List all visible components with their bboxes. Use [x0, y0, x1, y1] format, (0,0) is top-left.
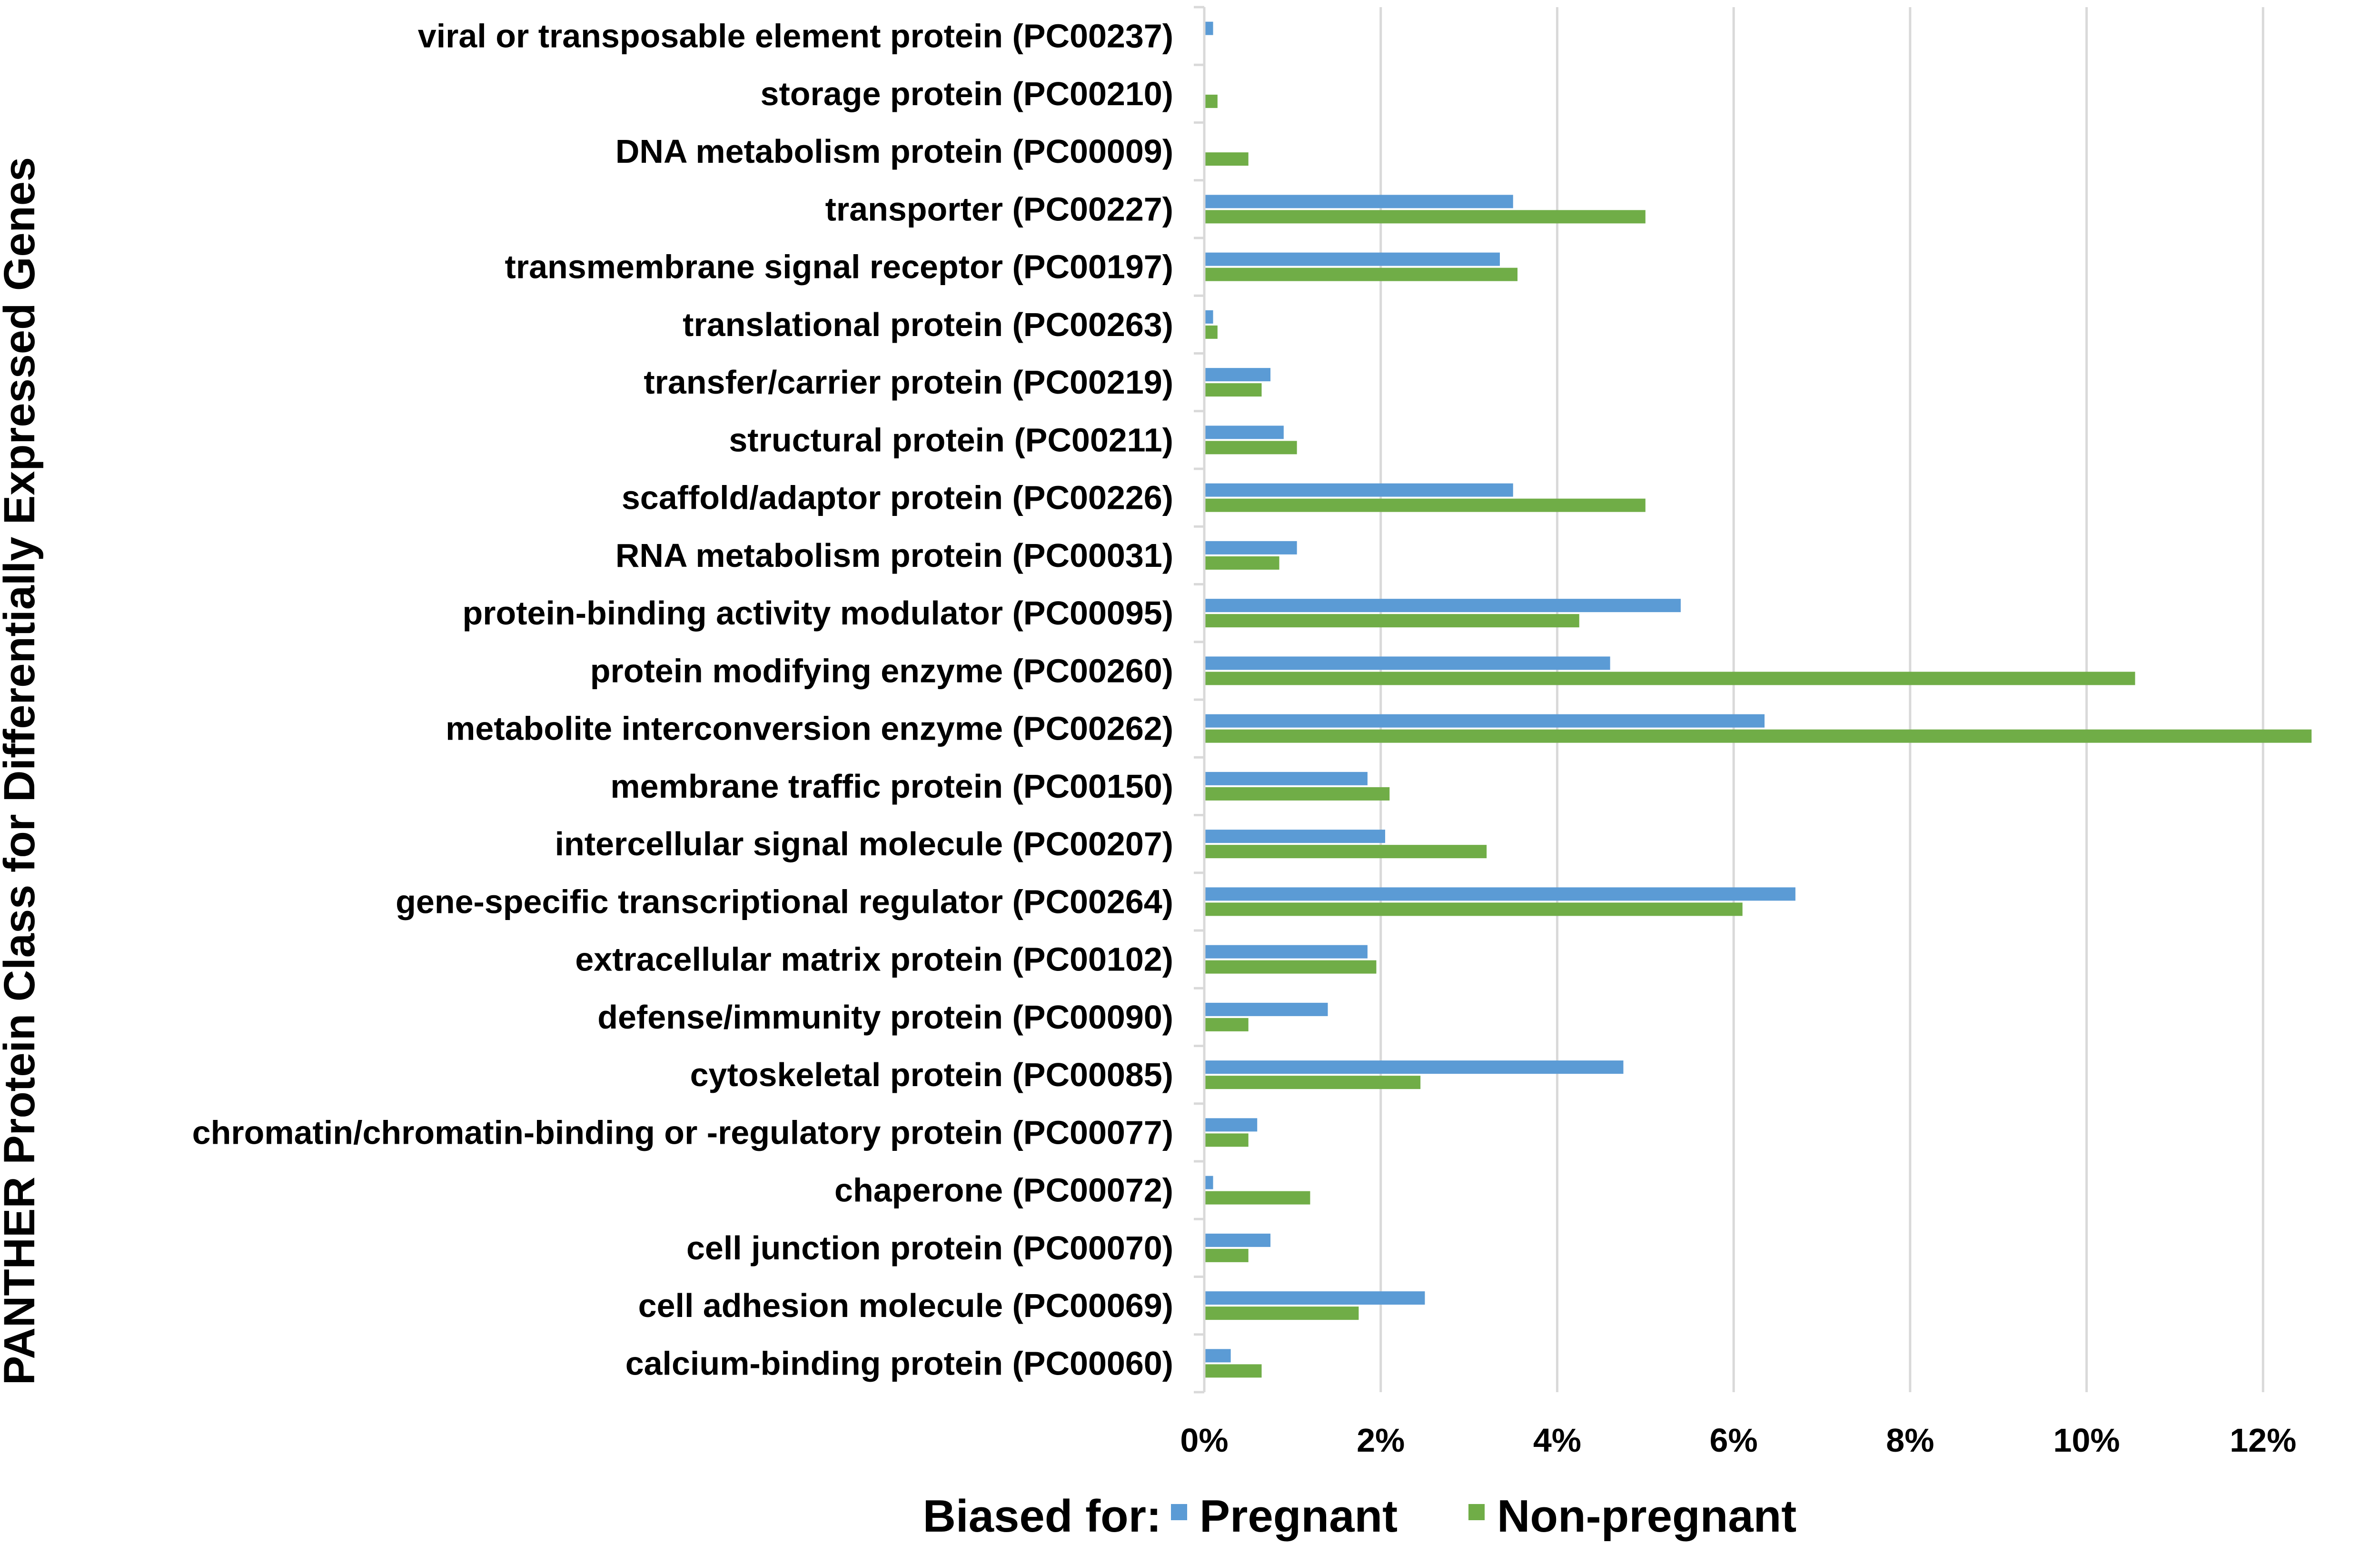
bar-non-pregnant-chromatin-chromatin-binding-or-regulatory-protein-pc00077: [1204, 1133, 1249, 1147]
category-label: transporter (PC00227): [825, 190, 1173, 228]
legend: Biased for: Pregnant Non-pregnant: [923, 1491, 1797, 1542]
category-label: DNA metabolism protein (PC00009): [615, 133, 1173, 170]
bar-non-pregnant-scaffold-adaptor-protein-pc00226: [1204, 498, 1646, 512]
category-label: structural protein (PC00211): [729, 421, 1173, 458]
bar-pregnant-transfer-carrier-protein-pc00219: [1204, 368, 1271, 382]
x-tick-label: 0%: [1180, 1422, 1228, 1459]
bar-pregnant-structural-protein-pc00211: [1204, 426, 1284, 439]
bar-non-pregnant-cell-adhesion-molecule-pc00069: [1204, 1306, 1359, 1320]
category-label: transfer/carrier protein (PC00219): [644, 364, 1173, 401]
x-tick-label: 4%: [1533, 1422, 1581, 1459]
axis: [1194, 6, 1206, 1394]
bar-pregnant-transmembrane-signal-receptor-pc00197: [1204, 252, 1500, 266]
bar-pregnant-protein-binding-activity-modulator-pc00095: [1204, 599, 1681, 613]
bar-pregnant-defense-immunity-protein-pc00090: [1204, 1002, 1328, 1016]
bar-pregnant-chromatin-chromatin-binding-or-regulatory-protein-pc00077: [1204, 1118, 1258, 1132]
bar-pregnant-cell-junction-protein-pc00070: [1204, 1233, 1271, 1247]
category-label: chaperone (PC00072): [834, 1172, 1173, 1209]
bar-non-pregnant-cytoskeletal-protein-pc00085: [1204, 1076, 1421, 1089]
bar-pregnant-cytoskeletal-protein-pc00085: [1204, 1060, 1624, 1074]
bar-pregnant-translational-protein-pc00263: [1204, 310, 1213, 324]
bar-pregnant-chaperone-pc00072: [1204, 1176, 1213, 1189]
category-label: gene-specific transcriptional regulator …: [396, 883, 1173, 920]
x-tick-labels: 0%2%4%6%8%10%12%14%: [1180, 1422, 2296, 1459]
x-tick-label: 6%: [1710, 1422, 1758, 1459]
category-label: RNA metabolism protein (PC00031): [615, 537, 1173, 574]
category-label: protein-binding activity modulator (PC00…: [462, 594, 1173, 632]
bar-non-pregnant-extracellular-matrix-protein-pc00102: [1204, 960, 1377, 974]
legend-label-pregnant: Pregnant: [1200, 1491, 1398, 1542]
category-label: protein modifying enzyme (PC00260): [590, 652, 1173, 689]
category-label: metabolite interconversion enzyme (PC002…: [446, 710, 1173, 747]
legend-swatch-pregnant: [1171, 1504, 1187, 1520]
category-label: storage protein (PC00210): [761, 75, 1173, 112]
legend-title: Biased for:: [923, 1491, 1161, 1542]
bar-pregnant-protein-modifying-enzyme-pc00260: [1204, 656, 1610, 670]
bar-pregnant-extracellular-matrix-protein-pc00102: [1204, 945, 1368, 959]
category-label: cell junction protein (PC00070): [686, 1229, 1173, 1267]
bar-non-pregnant-protein-modifying-enzyme-pc00260: [1204, 672, 2135, 685]
legend-swatch-non-pregnant: [1468, 1504, 1485, 1520]
bar-non-pregnant-transfer-carrier-protein-pc00219: [1204, 383, 1262, 397]
category-label: cell adhesion molecule (PC00069): [638, 1287, 1173, 1324]
bar-non-pregnant-structural-protein-pc00211: [1204, 441, 1297, 455]
bar-non-pregnant-transmembrane-signal-receptor-pc00197: [1204, 267, 1518, 281]
category-label: chromatin/chromatin-binding or -regulato…: [192, 1114, 1173, 1151]
bar-non-pregnant-intercellular-signal-molecule-pc00207: [1204, 845, 1487, 859]
category-labels: viral or transposable element protein (P…: [192, 18, 1173, 1382]
x-tick-label: 2%: [1357, 1422, 1405, 1459]
bar-non-pregnant-gene-specific-transcriptional-regulator-pc00264: [1204, 902, 1743, 916]
bar-pregnant-intercellular-signal-molecule-pc00207: [1204, 830, 1385, 843]
bar-non-pregnant-calcium-binding-protein-pc00060: [1204, 1364, 1262, 1378]
bar-pregnant-membrane-traffic-protein-pc00150: [1204, 772, 1368, 785]
bar-non-pregnant-cell-junction-protein-pc00070: [1204, 1248, 1249, 1262]
gridlines: [1379, 7, 2264, 1392]
category-label: calcium-binding protein (PC00060): [625, 1345, 1173, 1382]
y-axis-title: PANTHER Protein Class for Differentially…: [0, 157, 44, 1385]
bar-non-pregnant-transporter-pc00227: [1204, 210, 1646, 224]
bar-pregnant-rna-metabolism-protein-pc00031: [1204, 541, 1297, 554]
x-tick-label: 10%: [2053, 1422, 2120, 1459]
bar-pregnant-viral-or-transposable-element-protein-pc00237: [1204, 21, 1213, 35]
bar-pregnant-scaffold-adaptor-protein-pc00226: [1204, 483, 1513, 497]
bar-non-pregnant-metabolite-interconversion-enzyme-pc00262: [1204, 729, 2312, 743]
legend-label-non-pregnant: Non-pregnant: [1497, 1491, 1796, 1542]
category-label: intercellular signal molecule (PC00207): [555, 825, 1173, 862]
bar-pregnant-transporter-pc00227: [1204, 195, 1513, 208]
category-label: cytoskeletal protein (PC00085): [690, 1056, 1173, 1093]
category-label: viral or transposable element protein (P…: [418, 18, 1173, 55]
bar-non-pregnant-translational-protein-pc00263: [1204, 325, 1218, 339]
bar-pregnant-cell-adhesion-molecule-pc00069: [1204, 1291, 1425, 1305]
bar-non-pregnant-chaperone-pc00072: [1204, 1191, 1310, 1205]
category-label: membrane traffic protein (PC00150): [610, 768, 1173, 805]
bar-non-pregnant-defense-immunity-protein-pc00090: [1204, 1018, 1249, 1031]
x-tick-label: 12%: [2230, 1422, 2296, 1459]
bar-non-pregnant-rna-metabolism-protein-pc00031: [1204, 556, 1279, 570]
bar-pregnant-metabolite-interconversion-enzyme-pc00262: [1204, 714, 1765, 728]
bar-non-pregnant-storage-protein-pc00210: [1204, 94, 1218, 108]
bar-non-pregnant-dna-metabolism-protein-pc00009: [1204, 152, 1249, 166]
category-label: extracellular matrix protein (PC00102): [575, 941, 1173, 978]
category-label: translational protein (PC00263): [683, 306, 1173, 343]
bar-pregnant-gene-specific-transcriptional-regulator-pc00264: [1204, 887, 1795, 901]
bar-non-pregnant-protein-binding-activity-modulator-pc00095: [1204, 614, 1579, 628]
category-label: defense/immunity protein (PC00090): [597, 999, 1173, 1036]
x-tick-label: 8%: [1886, 1422, 1934, 1459]
category-label: scaffold/adaptor protein (PC00226): [622, 479, 1173, 516]
bars: [1204, 21, 2312, 1378]
category-label: transmembrane signal receptor (PC00197): [505, 248, 1173, 286]
bar-pregnant-calcium-binding-protein-pc00060: [1204, 1349, 1231, 1363]
bar-non-pregnant-membrane-traffic-protein-pc00150: [1204, 787, 1390, 801]
